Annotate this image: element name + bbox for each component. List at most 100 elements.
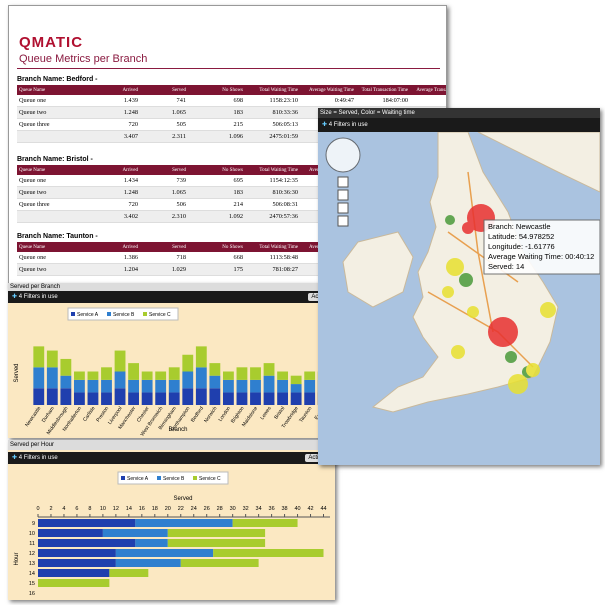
bar [304, 379, 316, 393]
bar [141, 371, 153, 380]
bar [180, 559, 259, 567]
bar [277, 392, 289, 405]
cell: 3.407 [101, 130, 140, 143]
cell: Queue two [17, 186, 101, 199]
x-tick-label: 26 [204, 506, 210, 512]
filters[interactable]: 4 Filters in use [18, 294, 58, 300]
marker[interactable] [505, 351, 517, 363]
bar [60, 388, 72, 405]
bar [250, 379, 261, 393]
bar [290, 384, 302, 393]
bar [236, 379, 248, 393]
bar [182, 371, 194, 389]
y-tick-label: 13 [29, 561, 35, 567]
marker[interactable] [462, 222, 474, 234]
bar [38, 539, 136, 547]
cell: 2.311 [140, 130, 188, 143]
bar [290, 392, 302, 405]
legend-box [117, 471, 229, 485]
y-axis-label: Hour [14, 552, 20, 565]
bar [109, 569, 149, 577]
tooltip-line: Branch: Newcastle [488, 222, 551, 231]
x-tick-label: Lewes [259, 405, 272, 421]
marker[interactable] [442, 286, 454, 298]
marker[interactable] [488, 317, 518, 347]
cell: 183 [188, 186, 245, 199]
zoom-in[interactable] [337, 176, 349, 188]
served-per-hour-panel: Served per Hour ✚ 4 Filters in useAction… [8, 440, 335, 600]
cell: 1.386 [101, 252, 140, 264]
x-tick-label: 8 [88, 506, 91, 512]
layer-button[interactable] [337, 202, 349, 214]
toolbar: ✚ 4 Filters in useAction [8, 291, 335, 303]
bar [73, 392, 85, 405]
marker[interactable] [459, 273, 473, 287]
filters[interactable]: 4 Filters in use [328, 122, 368, 128]
bar [128, 363, 140, 380]
bar [141, 392, 153, 405]
cell: 810:36:30 [245, 186, 300, 199]
x-tick-label: 32 [243, 506, 249, 512]
cell: 695 [188, 175, 245, 187]
legend-box [67, 307, 179, 321]
x-tick-label: 40 [294, 506, 300, 512]
column-header: Served [140, 165, 188, 175]
branch-title: Branch Name: Bristol - [17, 156, 93, 163]
x-tick-label: Norwich [203, 406, 218, 424]
cell: 1158:23:10 [245, 95, 300, 107]
x-tick-label: 4 [62, 506, 65, 512]
bar [141, 379, 153, 393]
marker[interactable] [451, 345, 465, 359]
x-tick-label: 44 [320, 506, 326, 512]
legend-swatch [157, 476, 161, 480]
x-tick-label: 42 [307, 506, 313, 512]
cell: 1113:58:48 [245, 252, 300, 264]
branch-title: Branch Name: Taunton - [17, 233, 98, 240]
header-row: Queue Name Arrived Served No Shows Total Wai… [17, 85, 446, 95]
bar [195, 346, 207, 368]
x-tick-label: 16 [139, 506, 145, 512]
bar [168, 392, 180, 405]
report-title: Queue Metrics per Branch [19, 53, 148, 65]
column-header: Queue Name [17, 165, 101, 175]
column-header: Queue Name [17, 242, 101, 252]
bar [128, 392, 140, 405]
x-tick-label: 0 [36, 506, 39, 512]
cell: 668 [188, 252, 245, 264]
layer-button[interactable] [337, 215, 349, 227]
column-header: Average Transaction Time [410, 85, 446, 95]
bar [195, 388, 207, 405]
x-tick-label: 30 [230, 506, 236, 512]
x-tick-label: Bristol [273, 406, 286, 421]
x-tick-label: 18 [152, 506, 158, 512]
bar [38, 529, 103, 537]
bar [101, 392, 112, 405]
y-tick-label: 12 [29, 551, 35, 557]
cell: 506:08:31 [245, 198, 300, 211]
filters[interactable]: 4 Filters in use [18, 455, 58, 461]
zoom-out[interactable] [337, 189, 349, 201]
bar [73, 379, 85, 393]
bar [33, 346, 45, 368]
cell: 1.065 [140, 106, 188, 119]
marker[interactable] [445, 215, 455, 225]
cell [17, 130, 101, 143]
marker[interactable] [540, 302, 556, 318]
bar [38, 519, 136, 527]
marker[interactable] [508, 374, 528, 394]
marker[interactable] [467, 306, 479, 318]
x-tick-label: 28 [217, 506, 223, 512]
column-header: Served [140, 242, 188, 252]
bar [114, 371, 126, 389]
bar [46, 350, 58, 368]
bar [222, 392, 234, 405]
marker[interactable] [446, 258, 464, 276]
bar [38, 549, 116, 557]
column-header: Total Waiting Time [245, 85, 300, 95]
pan-control[interactable] [325, 137, 361, 173]
marker[interactable] [526, 363, 540, 377]
bar [60, 358, 72, 376]
cell: 2470:57:36 [245, 210, 300, 223]
cell: Queue one [17, 252, 101, 264]
